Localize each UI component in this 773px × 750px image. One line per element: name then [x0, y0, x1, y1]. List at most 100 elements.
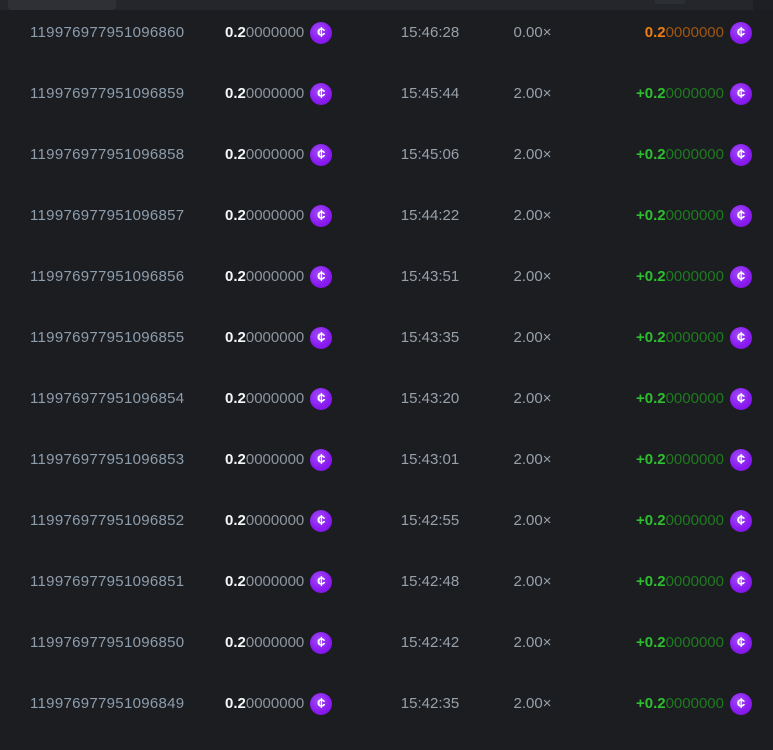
- bet-id[interactable]: 119976977951096853: [30, 451, 185, 468]
- bet-payout-value: +0.20000000: [635, 573, 724, 590]
- bet-amount-value: 0.20000000: [225, 573, 305, 590]
- currency-coin-icon: ¢: [730, 509, 752, 532]
- bet-payout-cell: +0.20000000 ¢: [575, 143, 773, 166]
- bet-time: 15:42:35: [400, 695, 460, 712]
- currency-coin-icon: ¢: [730, 143, 752, 166]
- bet-id[interactable]: 119976977951096851: [30, 573, 185, 590]
- bet-amount-cell: 0.20000000 ¢: [225, 692, 370, 715]
- bet-multiplier: 2.00×: [513, 207, 552, 224]
- bet-payout-cell: 0.20000000 ¢: [575, 21, 773, 44]
- clipped-toolbar: [0, 0, 773, 10]
- currency-coin-icon: ¢: [730, 631, 752, 654]
- bet-multiplier: 2.00×: [513, 268, 552, 285]
- bet-multiplier: 2.00×: [513, 634, 552, 651]
- bet-payout-value: +0.20000000: [635, 146, 724, 163]
- bet-time: 15:46:28: [400, 24, 460, 41]
- bet-amount-cell: 0.20000000 ¢: [225, 82, 370, 105]
- bet-id[interactable]: 119976977951096859: [30, 85, 185, 102]
- currency-coin-icon: ¢: [730, 82, 752, 105]
- bet-id[interactable]: 119976977951096857: [30, 207, 185, 224]
- currency-coin-icon: ¢: [730, 387, 752, 410]
- bet-id[interactable]: 119976977951096856: [30, 268, 185, 285]
- bet-amount-value: 0.20000000: [225, 512, 305, 529]
- bet-payout-value: 0.20000000: [644, 24, 724, 41]
- currency-coin-icon: ¢: [310, 82, 333, 105]
- bet-amount-value: 0.20000000: [225, 207, 305, 224]
- bet-time: 15:43:51: [400, 268, 460, 285]
- bet-row[interactable]: 119976977951096858 0.20000000 ¢ 15:45:06…: [0, 124, 773, 185]
- currency-coin-icon: ¢: [310, 692, 333, 715]
- bet-payout-cell: +0.20000000 ¢: [575, 692, 773, 715]
- bet-payout-value: +0.20000000: [635, 207, 724, 224]
- bet-payout-cell: +0.20000000 ¢: [575, 631, 773, 654]
- bet-row[interactable]: 119976977951096851 0.20000000 ¢ 15:42:48…: [0, 551, 773, 612]
- bet-payout-value: +0.20000000: [635, 634, 724, 651]
- currency-coin-icon: ¢: [730, 204, 752, 227]
- bet-id[interactable]: 119976977951096850: [30, 634, 185, 651]
- bet-row[interactable]: 119976977951096855 0.20000000 ¢ 15:43:35…: [0, 307, 773, 368]
- bet-payout-cell: +0.20000000 ¢: [575, 509, 773, 532]
- bet-amount-cell: 0.20000000 ¢: [225, 509, 370, 532]
- currency-coin-icon: ¢: [730, 570, 752, 593]
- bet-row[interactable]: 119976977951096849 0.20000000 ¢ 15:42:35…: [0, 673, 773, 734]
- bet-payout-cell: +0.20000000 ¢: [575, 570, 773, 593]
- bet-amount-cell: 0.20000000 ¢: [225, 265, 370, 288]
- bet-amount-value: 0.20000000: [225, 146, 305, 163]
- currency-coin-icon: ¢: [310, 509, 333, 532]
- bet-time: 15:45:44: [400, 85, 460, 102]
- toolbar-button-partial[interactable]: [8, 0, 116, 10]
- currency-coin-icon: ¢: [730, 448, 752, 471]
- bet-row[interactable]: 119976977951096856 0.20000000 ¢ 15:43:51…: [0, 246, 773, 307]
- bet-time: 15:43:20: [400, 390, 460, 407]
- bet-id[interactable]: 119976977951096860: [30, 24, 185, 41]
- bet-row[interactable]: 119976977951096850 0.20000000 ¢ 15:42:42…: [0, 612, 773, 673]
- bet-payout-value: +0.20000000: [635, 695, 724, 712]
- bet-row[interactable]: 119976977951096852 0.20000000 ¢ 15:42:55…: [0, 490, 773, 551]
- bet-time: 15:43:01: [400, 451, 460, 468]
- currency-coin-icon: ¢: [730, 265, 752, 288]
- toolbar-divider: [655, 0, 685, 4]
- bet-amount-cell: 0.20000000 ¢: [225, 448, 370, 471]
- bet-id[interactable]: 119976977951096854: [30, 390, 185, 407]
- bet-payout-cell: +0.20000000 ¢: [575, 204, 773, 227]
- bet-payout-value: +0.20000000: [635, 451, 724, 468]
- bet-amount-cell: 0.20000000 ¢: [225, 21, 370, 44]
- bet-amount-value: 0.20000000: [225, 634, 305, 651]
- bet-id[interactable]: 119976977951096855: [30, 329, 185, 346]
- bet-row[interactable]: 119976977951096854 0.20000000 ¢ 15:43:20…: [0, 368, 773, 429]
- bets-table: 119976977951096860 0.20000000 ¢ 15:46:28…: [0, 2, 773, 734]
- bet-payout-value: +0.20000000: [635, 512, 724, 529]
- bet-amount-cell: 0.20000000 ¢: [225, 570, 370, 593]
- bet-time: 15:42:48: [400, 573, 460, 590]
- bet-amount-value: 0.20000000: [225, 85, 305, 102]
- currency-coin-icon: ¢: [310, 387, 333, 410]
- bet-amount-value: 0.20000000: [225, 390, 305, 407]
- bet-id[interactable]: 119976977951096858: [30, 146, 185, 163]
- bet-multiplier: 2.00×: [513, 85, 552, 102]
- bet-row[interactable]: 119976977951096860 0.20000000 ¢ 15:46:28…: [0, 2, 773, 63]
- bet-payout-value: +0.20000000: [635, 329, 724, 346]
- currency-coin-icon: ¢: [310, 570, 333, 593]
- bet-multiplier: 2.00×: [513, 146, 552, 163]
- bet-id[interactable]: 119976977951096849: [30, 695, 185, 712]
- currency-coin-icon: ¢: [310, 204, 333, 227]
- bet-multiplier: 2.00×: [513, 451, 552, 468]
- currency-coin-icon: ¢: [310, 265, 333, 288]
- bet-payout-cell: +0.20000000 ¢: [575, 387, 773, 410]
- bet-amount-value: 0.20000000: [225, 329, 305, 346]
- bet-row[interactable]: 119976977951096857 0.20000000 ¢ 15:44:22…: [0, 185, 773, 246]
- bet-id[interactable]: 119976977951096852: [30, 512, 185, 529]
- currency-coin-icon: ¢: [310, 326, 333, 349]
- bet-multiplier: 2.00×: [513, 512, 552, 529]
- bet-amount-cell: 0.20000000 ¢: [225, 387, 370, 410]
- currency-coin-icon: ¢: [310, 21, 333, 44]
- bet-time: 15:44:22: [400, 207, 460, 224]
- bet-multiplier: 2.00×: [513, 329, 552, 346]
- bet-multiplier: 2.00×: [513, 390, 552, 407]
- bet-row[interactable]: 119976977951096859 0.20000000 ¢ 15:45:44…: [0, 63, 773, 124]
- bet-multiplier: 2.00×: [513, 573, 552, 590]
- currency-coin-icon: ¢: [310, 631, 333, 654]
- bet-row[interactable]: 119976977951096853 0.20000000 ¢ 15:43:01…: [0, 429, 773, 490]
- bet-payout-value: +0.20000000: [635, 268, 724, 285]
- bet-amount-value: 0.20000000: [225, 695, 305, 712]
